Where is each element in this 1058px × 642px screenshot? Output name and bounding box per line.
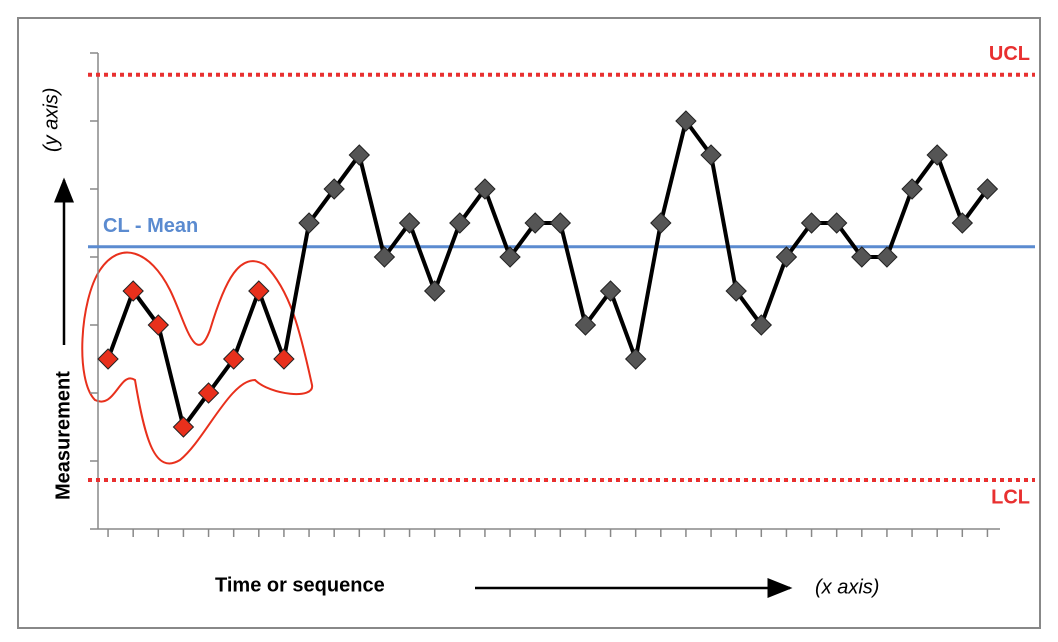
data-point bbox=[298, 212, 320, 234]
y-axis-note: (y axis) bbox=[40, 88, 62, 152]
frame bbox=[17, 17, 1041, 629]
data-point bbox=[624, 348, 647, 370]
data-point bbox=[373, 246, 396, 268]
data-point bbox=[423, 280, 446, 302]
data-point bbox=[474, 178, 496, 200]
data-point bbox=[800, 212, 823, 234]
data-point bbox=[851, 246, 873, 268]
x-axis-note: (x axis) bbox=[815, 576, 879, 598]
data-point bbox=[775, 246, 798, 268]
data-point bbox=[248, 280, 270, 302]
data-point bbox=[172, 416, 195, 438]
data-point bbox=[951, 212, 974, 234]
data-point bbox=[197, 382, 220, 404]
data-point bbox=[675, 110, 697, 132]
data-point bbox=[524, 212, 546, 234]
data-point bbox=[97, 348, 119, 370]
data-point bbox=[323, 178, 345, 200]
data-point bbox=[348, 144, 371, 166]
data-point bbox=[700, 144, 722, 166]
data-point bbox=[876, 246, 898, 268]
data-point bbox=[650, 212, 672, 234]
data-point bbox=[222, 348, 245, 370]
data-point bbox=[976, 178, 999, 200]
data-point bbox=[725, 280, 747, 302]
data-point bbox=[901, 178, 923, 200]
y-axis-label: Measurement bbox=[52, 371, 74, 500]
data-point bbox=[825, 212, 848, 234]
data-line bbox=[106, 119, 990, 429]
data-point bbox=[926, 144, 948, 166]
data-point bbox=[750, 314, 773, 336]
control-line-label: LCL bbox=[991, 486, 1030, 508]
data-point bbox=[449, 212, 471, 234]
data-point bbox=[574, 314, 597, 336]
data-point bbox=[147, 314, 170, 336]
data-point bbox=[549, 212, 572, 234]
data-point bbox=[499, 246, 521, 268]
data-point bbox=[599, 280, 622, 302]
data-point bbox=[398, 212, 421, 234]
x-axis-label: Time or sequence bbox=[215, 574, 385, 596]
data-point bbox=[273, 348, 295, 370]
data-point bbox=[122, 280, 144, 302]
control-line-label: CL - Mean bbox=[103, 215, 198, 237]
highlight-outline bbox=[81, 251, 314, 465]
control-line-label: UCL bbox=[989, 43, 1030, 65]
